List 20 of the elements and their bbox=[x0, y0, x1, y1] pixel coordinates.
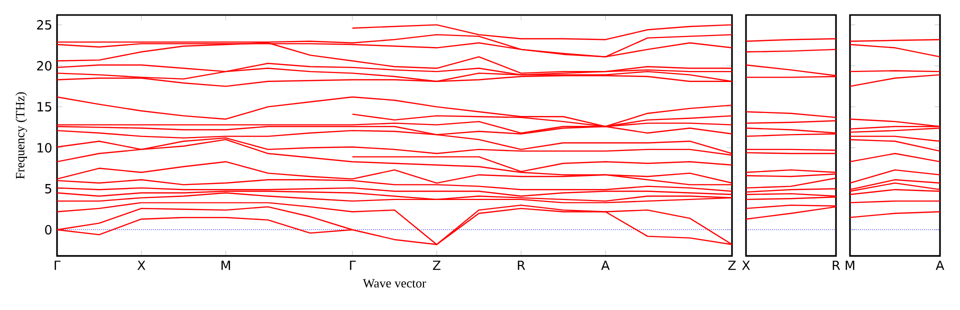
x-tick-label: X bbox=[137, 260, 146, 270]
x-tick-label: M bbox=[846, 260, 854, 270]
x-tick-label: Z bbox=[728, 260, 736, 270]
y-tick-label: 20 bbox=[37, 61, 52, 71]
y-tick-label: 15 bbox=[38, 102, 52, 112]
x-tick-label: A bbox=[601, 260, 610, 270]
x-tick-label: R bbox=[832, 260, 840, 270]
y-axis-title: Frequency (THz) bbox=[16, 92, 28, 179]
y-tick-label: 10 bbox=[38, 142, 52, 153]
x-axis-title: Wave vector bbox=[362, 279, 426, 288]
x-tick-label: R bbox=[518, 260, 526, 270]
x-tick-label: Γ bbox=[54, 260, 60, 270]
x-tick-label: A bbox=[936, 260, 944, 270]
x-tick-label: M bbox=[222, 260, 230, 270]
x-tick-label: X bbox=[742, 260, 750, 270]
x-tick-label: Z bbox=[432, 260, 440, 270]
x-tick-label: Γ bbox=[350, 260, 356, 270]
y-tick-label: 5 bbox=[45, 184, 52, 194]
y-tick-label: 0 bbox=[45, 224, 52, 235]
y-tick-label: 25 bbox=[37, 20, 52, 30]
